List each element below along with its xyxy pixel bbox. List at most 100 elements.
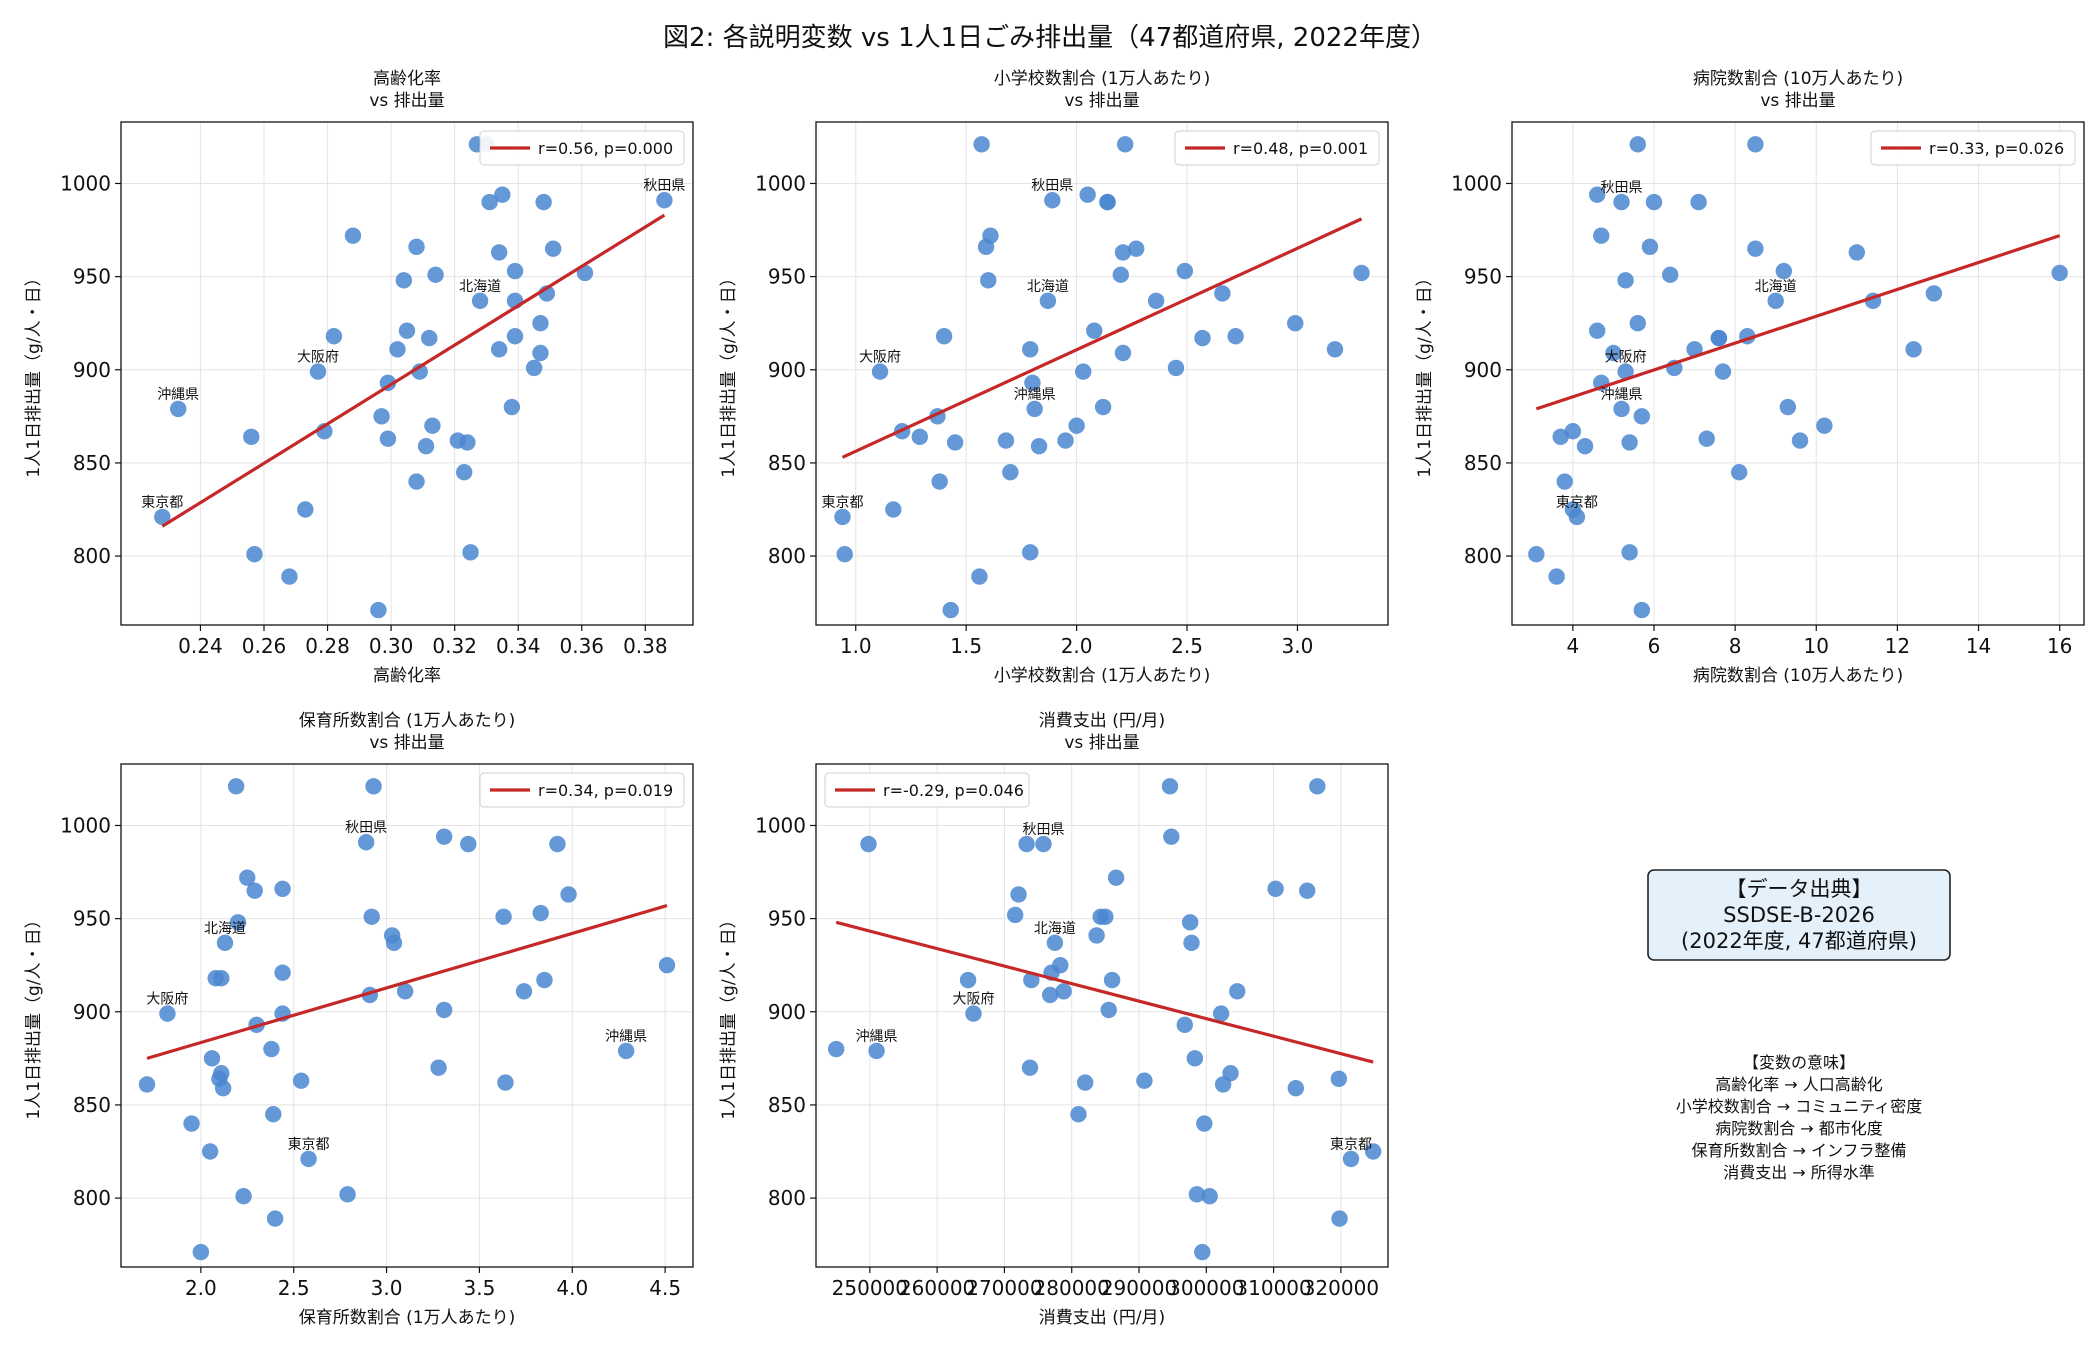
data-point xyxy=(1116,136,1134,153)
data-point xyxy=(216,934,234,952)
data-point xyxy=(1662,266,1679,283)
data-point xyxy=(1326,341,1344,358)
y-tick-label: 1000 xyxy=(1451,171,1502,195)
data-point xyxy=(297,501,314,518)
data-point xyxy=(860,835,877,853)
axes-frame xyxy=(1511,121,2085,626)
y-axis-label: 1人1日排出量（g/人・日） xyxy=(719,911,739,1119)
data-point xyxy=(203,1050,221,1067)
x-axis-label: 高齢化率 xyxy=(373,666,441,686)
y-tick-label: 900 xyxy=(1464,358,1502,382)
data-point xyxy=(834,508,851,526)
data-point xyxy=(1183,934,1200,952)
data-point xyxy=(1299,882,1316,899)
data-point xyxy=(532,344,549,362)
data-point xyxy=(229,914,247,931)
data-point xyxy=(1212,1005,1230,1022)
data-point xyxy=(1848,244,1866,261)
prefecture-annotation: 沖縄県 xyxy=(856,1029,898,1045)
data-point xyxy=(1816,417,1833,434)
data-point xyxy=(325,328,343,345)
prefecture-annotation: 東京都 xyxy=(1330,1137,1372,1153)
legend: r=-0.29, p=0.046 xyxy=(824,772,1030,808)
source-box-frame xyxy=(1647,869,1951,961)
prefecture-annotation: 秋田県 xyxy=(1601,180,1643,196)
x-axis-label: 小学校数割合 (1万人あたり) xyxy=(994,666,1210,686)
legend-frame xyxy=(479,772,685,808)
data-point xyxy=(1196,1115,1213,1132)
data-point xyxy=(1287,315,1304,332)
legend-label: r=0.48, p=0.001 xyxy=(1233,139,1368,158)
x-tick-label: 1.5 xyxy=(950,634,982,658)
y-axis-label: 1人1日排出量（g/人・日） xyxy=(24,911,44,1119)
x-axis-label: 消費支出 (円/月) xyxy=(1039,1308,1165,1328)
x-tick-label: 290000 xyxy=(1101,1276,1177,1300)
axes-frame xyxy=(815,121,1389,626)
data-point xyxy=(1136,1072,1153,1089)
data-point xyxy=(1227,328,1244,345)
data-point xyxy=(535,193,552,211)
data-point xyxy=(973,136,990,153)
notes-title: 【変数の意味】 xyxy=(1743,1053,1855,1072)
data-point xyxy=(497,1074,514,1091)
data-point xyxy=(980,272,997,289)
data-point xyxy=(1698,430,1715,447)
data-point xyxy=(1364,1143,1382,1160)
data-point xyxy=(1194,329,1211,347)
data-point xyxy=(1114,244,1132,261)
x-tick-label: 0.26 xyxy=(242,634,287,658)
data-point xyxy=(658,957,676,974)
data-point xyxy=(357,834,375,851)
data-point xyxy=(1097,908,1114,925)
data-point xyxy=(1057,432,1074,449)
y-tick-label: 800 xyxy=(768,544,806,568)
data-point xyxy=(243,428,260,446)
data-point xyxy=(1353,264,1370,282)
data-point xyxy=(982,227,999,244)
data-point xyxy=(1076,1074,1094,1091)
x-tick-label: 0.28 xyxy=(305,634,350,658)
prefecture-annotation: 秋田県 xyxy=(345,820,387,836)
regression-line xyxy=(161,213,666,528)
subplot-subtitle: vs 排出量 xyxy=(1064,91,1139,111)
data-point xyxy=(965,1005,982,1022)
data-point xyxy=(159,1005,176,1022)
y-tick-label: 950 xyxy=(1464,265,1502,289)
data-point xyxy=(1128,240,1145,257)
data-point xyxy=(946,434,964,451)
data-point xyxy=(1099,193,1116,211)
figure-title: 図2: 各説明変数 vs 1人1日ごみ排出量（47都道府県, 2022年度） xyxy=(663,23,1437,53)
data-point xyxy=(1287,1079,1305,1097)
y-tick-label: 850 xyxy=(73,451,111,475)
data-point xyxy=(1024,374,1041,392)
data-point xyxy=(971,568,988,585)
data-point xyxy=(213,970,230,987)
data-point xyxy=(532,904,549,922)
x-tick-label: 4.5 xyxy=(649,1276,681,1300)
data-point xyxy=(339,1186,356,1203)
x-tick-label: 4.0 xyxy=(556,1276,588,1300)
x-tick-label: 0.34 xyxy=(496,634,541,658)
data-point xyxy=(1147,292,1165,310)
prefecture-annotation: 沖縄県 xyxy=(605,1029,647,1045)
y-tick-label: 1000 xyxy=(60,813,111,837)
y-tick-label: 900 xyxy=(768,358,806,382)
data-point xyxy=(656,192,673,209)
y-tick-label: 900 xyxy=(73,1000,111,1024)
y-tick-label: 800 xyxy=(73,1186,111,1210)
data-point xyxy=(1710,329,1728,347)
data-point xyxy=(1309,778,1326,795)
x-axis-label: 保育所数割合 (1万人あたり) xyxy=(299,1308,515,1328)
data-point xyxy=(1633,601,1651,619)
data-point xyxy=(935,328,953,345)
prefecture-annotation: 大阪府 xyxy=(1605,350,1647,366)
legend-frame xyxy=(824,772,1030,808)
data-point xyxy=(1552,428,1569,446)
data-point xyxy=(1714,363,1732,380)
y-tick-label: 800 xyxy=(768,1186,806,1210)
subplot-title: 小学校数割合 (1万人あたり) xyxy=(994,69,1210,89)
